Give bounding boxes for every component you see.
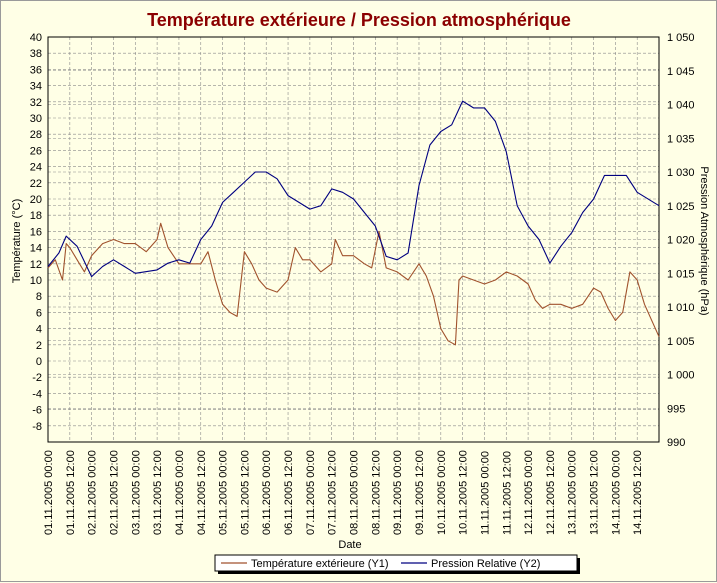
y-left-tick-label: 36 [30,64,42,76]
y-right-tick-label: 1 010 [667,302,695,314]
y-axis-left-label: Température (°C) [11,199,23,283]
x-tick-label: 11.11.2005 12:00 [501,451,513,535]
legend: Température extérieure (Y1) Pression Rel… [214,554,580,574]
y-right-tick-label: 1 030 [667,167,695,179]
x-axis-label: Date [338,539,361,551]
y-left-tick-label: 34 [30,81,42,93]
x-tick-label: 08.11.2005 12:00 [370,450,382,535]
x-tick-label: 03.11.2005 12:00 [152,450,164,535]
y-left-tick-label: -4 [32,388,42,400]
x-axis-ticks: 01.11.2005 00:00 01.11.2005 12:00 02.11.20… [43,450,644,535]
y-axis-right-ticks: 1 050 1 045 1 040 1 035 1 030 1 025 1 020 1 015… [667,32,695,449]
x-tick-label: 10.11.2005 00:00 [436,450,448,535]
y-left-tick-label: 16 [30,226,42,238]
x-tick-label: 07.11.2005 12:00 [327,450,339,535]
y-left-tick-label: 12 [30,259,42,271]
x-tick-label: 02.11.2005 12:00 [108,450,120,535]
x-tick-label: 14.11.2005 00:00 [610,450,622,535]
y-left-tick-label: 28 [30,129,42,141]
y-right-tick-label: 1 040 [667,100,695,112]
x-tick-label: 14.11.2005 12:00 [632,450,644,535]
y-right-tick-label: 990 [667,437,685,449]
y-left-tick-label: 14 [30,243,42,255]
x-tick-label: 12.11.2005 12:00 [545,450,557,535]
y-axis-right-label: Pression Atmosphérique (hPa) [698,166,710,315]
x-tick-label: 08.11.2005 00:00 [349,450,361,535]
y-left-tick-label: 32 [30,97,42,109]
y-left-tick-label: 8 [36,291,42,303]
y-right-tick-label: 1 045 [667,66,695,78]
y-left-tick-label: 2 [36,340,42,352]
x-tick-label: 13.11.2005 12:00 [589,450,601,535]
chart-title: Température extérieure / Pression atmosp… [147,10,571,30]
y-left-tick-label: 26 [30,145,42,157]
plot-border [47,36,660,443]
y-right-tick-label: 995 [667,403,685,415]
y-left-tick-label: 18 [30,210,42,222]
y-left-tick-label: 30 [30,113,42,125]
x-tick-label: 13.11.2005 00:00 [567,450,579,535]
x-tick-label: 05.11.2005 12:00 [239,450,251,535]
x-tick-label: 12.11.2005 00:00 [523,450,535,535]
x-tick-label: 01.11.2005 00:00 [43,450,55,535]
x-tick-label: 06.11.2005 12:00 [283,450,295,535]
x-tick-label: 02.11.2005 00:00 [87,450,99,535]
x-tick-label: 09.11.2005 12:00 [414,450,426,535]
y-left-tick-label: -6 [32,405,42,417]
y-axis-left-ticks: 4038363432302826242220181614121086420-2-… [30,32,42,433]
y-left-tick-label: 40 [30,32,42,44]
y-left-tick-label: 24 [30,162,42,174]
y-left-tick-label: 10 [30,275,42,287]
x-tick-label: 07.11.2005 00:00 [305,450,317,535]
y-left-tick-label: 6 [36,307,42,319]
y-right-tick-label: 1 025 [667,201,695,213]
x-tick-label: 09.11.2005 00:00 [392,450,404,535]
y-right-tick-label: 1 050 [667,32,695,44]
legend-box [214,554,578,572]
y-left-tick-label: -2 [32,372,42,384]
x-tick-label: 04.11.2005 12:00 [196,450,208,535]
y-left-tick-label: 38 [30,48,42,60]
y-left-tick-label: 20 [30,194,42,206]
x-tick-label: 04.11.2005 00:00 [174,450,186,535]
x-tick-label: 10.11.2005 12:00 [458,450,470,535]
legend-label-pressure: Pression Relative (Y2) [431,558,540,570]
y-right-tick-label: 1 000 [667,370,695,382]
x-tick-label: 05.11.2005 00:00 [218,450,230,535]
x-tick-label: 06.11.2005 00:00 [261,450,273,535]
y-right-tick-label: 1 005 [667,336,695,348]
x-tick-label: 03.11.2005 00:00 [130,450,142,535]
y-right-tick-label: 1 020 [667,235,695,247]
y-right-tick-label: 1 015 [667,268,695,280]
x-tick-label: 11.11.2005 00:00 [479,451,491,535]
legend-label-temperature: Température extérieure (Y1) [251,558,389,570]
x-tick-label: 01.11.2005 12:00 [65,450,77,535]
series-layer [47,100,660,346]
series-line-temperature [47,222,660,346]
series-line-pressure [47,100,660,278]
y-left-tick-label: 22 [30,178,42,190]
y-left-tick-label: -8 [32,421,42,433]
y-right-tick-label: 1 035 [667,133,695,145]
y-left-tick-label: 0 [36,356,42,368]
y-left-tick-label: 4 [36,324,42,336]
